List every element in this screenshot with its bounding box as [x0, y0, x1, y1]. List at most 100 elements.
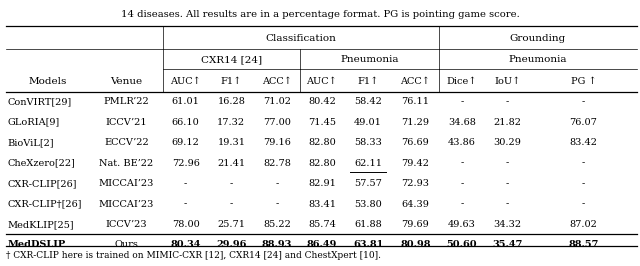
Text: 50.60: 50.60: [447, 240, 477, 250]
Text: Pneumonia: Pneumonia: [509, 55, 567, 64]
Text: -: -: [582, 200, 585, 209]
Text: 82.80: 82.80: [308, 138, 336, 147]
Text: 78.00: 78.00: [172, 220, 200, 229]
Text: GLoRIA[9]: GLoRIA[9]: [8, 118, 60, 127]
Text: -: -: [460, 159, 463, 168]
Text: 79.16: 79.16: [263, 138, 291, 147]
Text: MICCAI’23: MICCAI’23: [99, 179, 154, 188]
Text: 53.80: 53.80: [354, 200, 382, 209]
Text: Models: Models: [29, 77, 67, 86]
Text: AUC↑: AUC↑: [307, 77, 337, 86]
Text: CXR14 [24]: CXR14 [24]: [201, 55, 262, 64]
Text: PG ↑: PG ↑: [570, 77, 596, 86]
Text: -: -: [230, 200, 233, 209]
Text: BioViL[2]: BioViL[2]: [8, 138, 54, 147]
Text: MedDSLIP: MedDSLIP: [8, 240, 66, 250]
Text: 85.74: 85.74: [308, 220, 336, 229]
Text: 57.57: 57.57: [354, 179, 382, 188]
Text: 58.33: 58.33: [354, 138, 382, 147]
Text: 82.80: 82.80: [308, 159, 336, 168]
Text: -: -: [460, 200, 463, 209]
Text: 19.31: 19.31: [218, 138, 245, 147]
Text: 82.78: 82.78: [263, 159, 291, 168]
Text: 62.11: 62.11: [354, 159, 382, 168]
Text: ICCV’21: ICCV’21: [106, 118, 147, 127]
Text: Ours: Ours: [115, 240, 138, 250]
Text: 76.69: 76.69: [401, 138, 429, 147]
Text: -: -: [506, 179, 509, 188]
Text: 61.01: 61.01: [172, 97, 200, 106]
Text: 72.96: 72.96: [172, 159, 200, 168]
Text: -: -: [230, 179, 233, 188]
Text: 80.98: 80.98: [400, 240, 431, 250]
Text: 80.42: 80.42: [308, 97, 336, 106]
Text: 34.32: 34.32: [493, 220, 521, 229]
Text: 82.91: 82.91: [308, 179, 336, 188]
Text: -: -: [582, 159, 585, 168]
Text: F1↑: F1↑: [357, 77, 379, 86]
Text: 49.01: 49.01: [354, 118, 382, 127]
Text: 71.45: 71.45: [308, 118, 336, 127]
Text: ACC↑: ACC↑: [401, 77, 430, 86]
Text: ConVIRT[29]: ConVIRT[29]: [8, 97, 72, 106]
Text: 71.02: 71.02: [263, 97, 291, 106]
Text: 71.29: 71.29: [401, 118, 429, 127]
Text: 34.68: 34.68: [448, 118, 476, 127]
Text: 25.71: 25.71: [218, 220, 245, 229]
Text: -: -: [506, 200, 509, 209]
Text: 49.63: 49.63: [448, 220, 476, 229]
Text: 87.02: 87.02: [570, 220, 597, 229]
Text: -: -: [275, 179, 279, 188]
Text: 64.39: 64.39: [401, 200, 429, 209]
Text: CXR-CLIP[26]: CXR-CLIP[26]: [8, 179, 77, 188]
Text: 63.81: 63.81: [353, 240, 383, 250]
Text: CheXzero[22]: CheXzero[22]: [8, 159, 76, 168]
Text: 61.88: 61.88: [354, 220, 382, 229]
Text: Grounding: Grounding: [510, 34, 566, 43]
Text: 21.41: 21.41: [218, 159, 245, 168]
Text: 88.57: 88.57: [568, 240, 598, 250]
Text: -: -: [582, 179, 585, 188]
Text: 16.28: 16.28: [218, 97, 245, 106]
Text: PMLR’22: PMLR’22: [104, 97, 149, 106]
Text: -: -: [184, 179, 188, 188]
Text: -: -: [582, 97, 585, 106]
Text: -: -: [184, 200, 188, 209]
Text: 79.42: 79.42: [401, 159, 429, 168]
Text: 76.11: 76.11: [401, 97, 429, 106]
Text: 29.96: 29.96: [216, 240, 246, 250]
Text: F1↑: F1↑: [221, 77, 242, 86]
Text: AUC↑: AUC↑: [170, 77, 201, 86]
Text: 69.12: 69.12: [172, 138, 200, 147]
Text: 77.00: 77.00: [263, 118, 291, 127]
Text: Venue: Venue: [110, 77, 143, 86]
Text: 30.29: 30.29: [493, 138, 521, 147]
Text: -: -: [506, 97, 509, 106]
Text: 14 diseases. All results are in a percentage format. PG is pointing game score.: 14 diseases. All results are in a percen…: [120, 10, 520, 19]
Text: 80.34: 80.34: [170, 240, 201, 250]
Text: Dice↑: Dice↑: [447, 77, 477, 86]
Text: -: -: [460, 97, 463, 106]
Text: 66.10: 66.10: [172, 118, 200, 127]
Text: ICCV’23: ICCV’23: [106, 220, 147, 229]
Text: 83.42: 83.42: [570, 138, 597, 147]
Text: -: -: [460, 179, 463, 188]
Text: Classification: Classification: [266, 34, 337, 43]
Text: † CXR-CLIP here is trained on MIMIC-CXR [12], CXR14 [24] and ChestXpert [10].: † CXR-CLIP here is trained on MIMIC-CXR …: [6, 251, 381, 260]
Text: MICCAI’23: MICCAI’23: [99, 200, 154, 209]
Text: -: -: [506, 159, 509, 168]
Text: Pneumonia: Pneumonia: [340, 55, 399, 64]
Text: MedKLIP[25]: MedKLIP[25]: [8, 220, 74, 229]
Text: 43.86: 43.86: [448, 138, 476, 147]
Text: 58.42: 58.42: [354, 97, 382, 106]
Text: 35.47: 35.47: [492, 240, 522, 250]
Text: 21.82: 21.82: [493, 118, 521, 127]
Text: ECCV’22: ECCV’22: [104, 138, 148, 147]
Text: ACC↑: ACC↑: [262, 77, 292, 86]
Text: CXR-CLIP†[26]: CXR-CLIP†[26]: [8, 200, 82, 209]
Text: 17.32: 17.32: [218, 118, 245, 127]
Text: IoU↑: IoU↑: [494, 77, 520, 86]
Text: Nat. BE’22: Nat. BE’22: [99, 159, 154, 168]
Text: -: -: [275, 200, 279, 209]
Text: 72.93: 72.93: [401, 179, 429, 188]
